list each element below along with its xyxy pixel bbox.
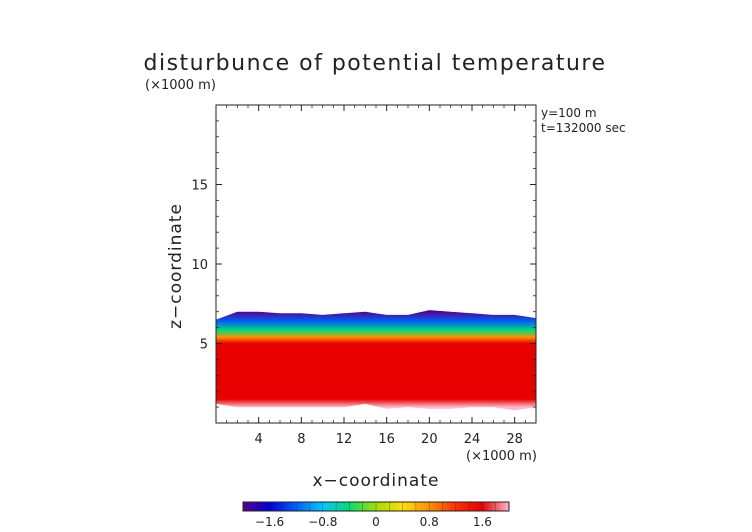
annotation-time: t=132000 sec [541,121,626,135]
chart-title: disturbunce of potential temperature [144,51,607,76]
x-tick-label: 16 [378,432,395,447]
x-axis-ticks: 4 8 12 16 20 24 28 [226,105,526,447]
annotation-y-position: y=100 m [541,106,597,120]
x-unit-note: (×1000 m) [466,449,537,464]
colorbar-tick-label: 0 [372,515,380,529]
x-tick-label: 8 [297,432,305,447]
y-tick-label: 10 [191,258,208,273]
x-tick-label: 28 [506,432,523,447]
temperature-field [216,310,536,411]
y-axis-label: z−coordinate [166,203,186,329]
y-tick-label: 15 [191,179,208,194]
colorbar-tick-label: −1.6 [255,515,284,529]
colorbar-tick-label: 0.8 [420,515,439,529]
x-tick-label: 4 [255,432,263,447]
y-unit-note: (×1000 m) [145,78,216,93]
x-tick-label: 20 [421,432,438,447]
x-tick-label: 12 [336,432,353,447]
x-tick-label: 24 [464,432,481,447]
x-axis-label: x−coordinate [313,471,440,491]
colorbar-tick-label: −0.8 [308,515,337,529]
colorbar-tick-label: 1.6 [473,515,492,529]
temperature-field-region [216,310,536,411]
y-tick-label: 5 [200,338,208,353]
y-axis-ticks: 5 10 15 [191,120,536,408]
colorbar-ticks: −1.6 −0.8 0 0.8 1.6 [255,502,496,529]
